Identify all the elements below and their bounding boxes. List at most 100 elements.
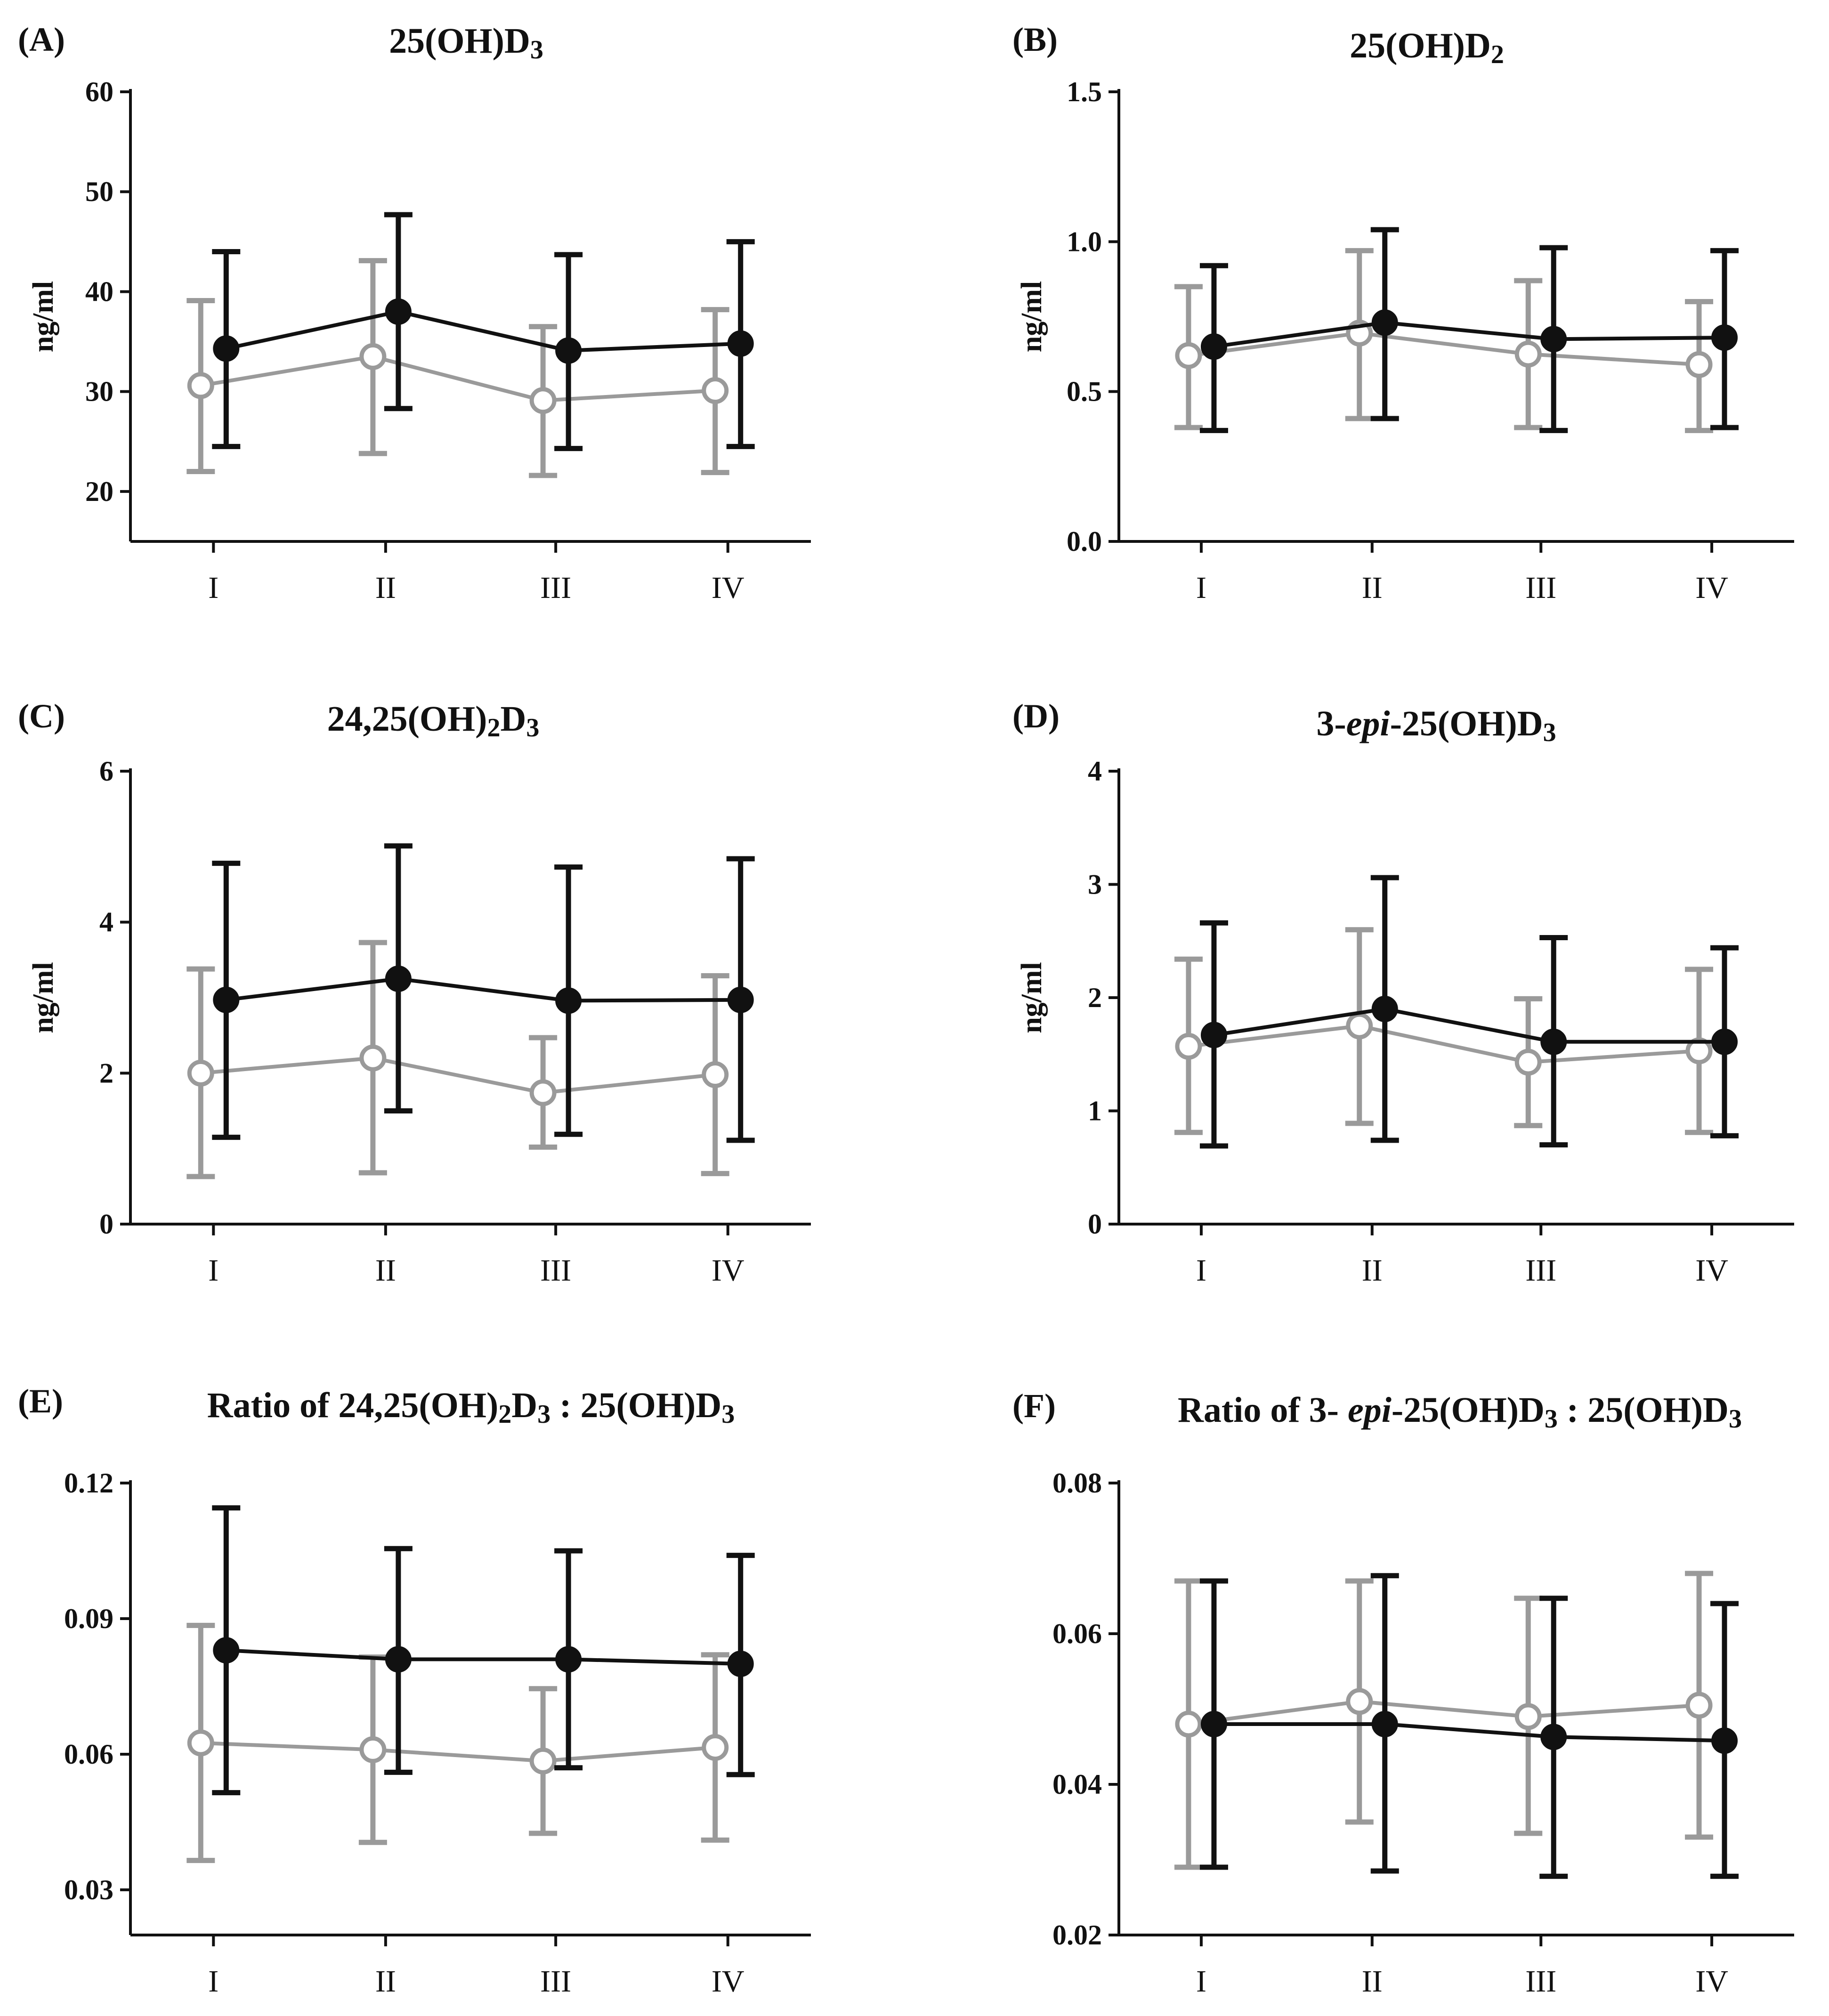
y-tick-label: 4	[99, 907, 113, 938]
x-tick-label: III	[540, 1964, 571, 1999]
y-tick-label: 0.5	[1067, 376, 1102, 407]
x-tick-label: II	[375, 1964, 396, 1999]
x-tick-label: III	[1525, 571, 1556, 605]
series-group-1	[1199, 1573, 1739, 1879]
data-point	[1200, 1711, 1227, 1737]
data-point	[213, 986, 240, 1013]
panel-title: 25(OH)D2	[1350, 26, 1504, 69]
x-tick-label: IV	[1695, 571, 1728, 605]
x-tick-label: I	[208, 1253, 219, 1288]
title-part: -25(OH)D	[1392, 1390, 1545, 1430]
x-tick-label: I	[1196, 1964, 1206, 1999]
title-italic: epi	[1348, 1390, 1392, 1430]
y-tick-label: 0.08	[1052, 1468, 1102, 1499]
y-tick-label: 3	[1088, 869, 1102, 900]
title-part: D	[500, 699, 526, 739]
data-point	[1540, 1724, 1567, 1750]
data-point	[1711, 1727, 1738, 1754]
y-tick-label: 20	[85, 476, 113, 507]
panel-letter: (A)	[18, 21, 65, 58]
title-part: 25(OH)D	[389, 21, 530, 61]
y-tick-label: 1.5	[1067, 76, 1102, 107]
series-group-1	[212, 843, 755, 1143]
y-tick-label: 0.04	[1052, 1769, 1102, 1800]
x-tick-label: III	[1525, 1964, 1556, 1999]
data-point	[1514, 1048, 1542, 1076]
panel-letter: (C)	[18, 697, 65, 735]
data-point	[727, 986, 754, 1013]
series-group-2	[186, 1622, 729, 1863]
series-line	[1188, 1699, 1700, 1726]
data-point	[555, 337, 582, 364]
series-line	[1214, 1722, 1725, 1743]
series-group-2	[1174, 248, 1714, 433]
y-tick-label: 1.0	[1067, 226, 1102, 257]
data-point	[213, 335, 240, 362]
panel-letter: (F)	[1012, 1387, 1056, 1425]
y-tick-label: 2	[99, 1057, 113, 1089]
x-tick-label: I	[208, 1964, 219, 1999]
x-tick-label: III	[1525, 1253, 1556, 1288]
title-part: 3-	[1316, 704, 1346, 743]
series-line	[226, 1648, 741, 1666]
data-point	[1685, 351, 1713, 378]
y-axis-label: ng/ml	[27, 281, 59, 353]
data-point	[359, 1044, 387, 1072]
y-tick-label: 0	[1088, 1209, 1102, 1240]
y-tick-label: 0.09	[64, 1603, 113, 1634]
title-subscript: 2	[498, 1400, 511, 1429]
y-tick-label: 2	[1088, 982, 1102, 1013]
data-point	[1346, 1012, 1373, 1040]
data-point	[555, 1646, 582, 1673]
data-point	[1175, 1032, 1202, 1060]
y-tick-label: 4	[1088, 756, 1102, 787]
y-tick-label: 60	[85, 76, 113, 107]
data-point	[359, 343, 387, 370]
series-group-2	[1174, 927, 1714, 1135]
panel-title: Ratio of 3- epi-25(OH)D3 : 25(OH)D3	[1178, 1390, 1742, 1434]
data-point	[1371, 309, 1398, 336]
x-tick-label: IV	[1695, 1964, 1728, 1999]
panel-f: (F) Ratio of 3- epi-25(OH)D3 : 25(OH)D30.…	[1012, 1387, 1794, 1999]
x-tick-label: I	[1196, 571, 1206, 605]
x-tick-label: IV	[712, 1964, 745, 1999]
y-axis-label: ng/ml	[1016, 281, 1048, 353]
title-part: 24,25(OH)	[327, 699, 487, 739]
title-subscript: 2	[1491, 40, 1504, 69]
y-tick-label: 0.02	[1052, 1919, 1102, 1951]
data-point	[385, 298, 412, 325]
x-tick-label: II	[375, 571, 396, 605]
series-line	[200, 1056, 716, 1095]
data-point	[702, 377, 729, 404]
data-point	[1540, 326, 1567, 353]
series-line	[1188, 1024, 1700, 1064]
title-part: -25(OH)D	[1390, 704, 1543, 743]
title-subscript: 3	[530, 35, 543, 65]
series-group-1	[1199, 875, 1739, 1149]
data-point	[1514, 340, 1542, 368]
data-point	[1371, 1711, 1398, 1737]
data-point	[1514, 1703, 1542, 1730]
x-tick-label: IV	[712, 1253, 745, 1288]
data-point	[385, 1646, 412, 1673]
data-point	[385, 965, 412, 992]
panel-e: (E) Ratio of 24,25(OH)2D3 : 25(OH)D30.030…	[18, 1382, 811, 1999]
data-point	[1200, 333, 1227, 360]
data-point	[1371, 996, 1398, 1023]
x-tick-label: II	[1362, 1253, 1383, 1288]
x-tick-label: I	[1196, 1253, 1206, 1288]
data-point	[1200, 1022, 1227, 1048]
y-tick-label: 0.12	[64, 1468, 113, 1499]
title-part: Ratio of 24,25(OH)	[207, 1386, 498, 1425]
title-subscript: 3	[1729, 1404, 1742, 1434]
data-point	[1346, 1688, 1373, 1715]
x-tick-label: I	[208, 571, 219, 605]
y-tick-label: 0.03	[64, 1874, 113, 1905]
y-tick-label: 50	[85, 176, 113, 207]
data-point	[213, 1637, 240, 1664]
